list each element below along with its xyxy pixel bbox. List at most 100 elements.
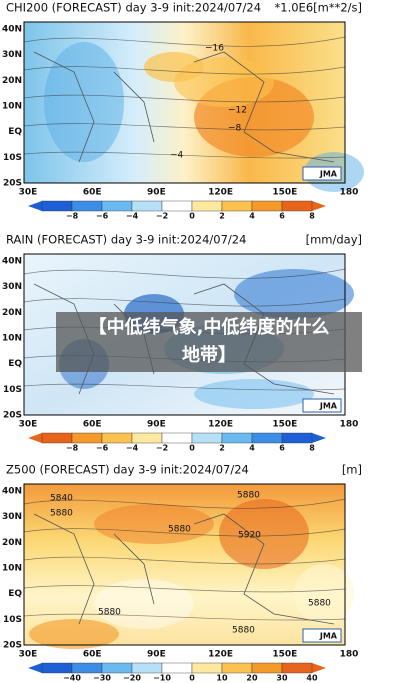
colorbar-cell (191, 200, 223, 212)
contour-label: −16 (205, 44, 224, 54)
contour-label: 5880 (168, 525, 191, 535)
lon-label: 150E (272, 420, 297, 430)
lon-label: 120E (208, 420, 233, 430)
colorbar-cell (71, 200, 103, 212)
colorbar-label: −8 (66, 444, 79, 453)
colorbar-cell (41, 662, 73, 674)
lat-label: 40N (2, 25, 22, 35)
colorbar-label: −10 (153, 674, 171, 683)
contour-label: 5880 (308, 599, 331, 609)
colorbar-cell (131, 200, 163, 212)
contour-label: 5880 (50, 509, 73, 519)
field-region (44, 42, 124, 162)
colorbar-label: 2 (219, 444, 225, 453)
map-frame (23, 483, 346, 646)
colorbar-cell (281, 432, 313, 444)
contour (23, 383, 346, 391)
field-region (294, 564, 354, 624)
caption-line: 【中低纬气象,中低纬度的什么 (89, 316, 330, 338)
logo: JMA (319, 170, 338, 179)
lat-label: 20N (2, 308, 22, 318)
lon-label: 150E (272, 650, 297, 660)
map-panel: CHI200 (FORECAST) day 3-9 init:2024/07/2… (2, 1, 364, 221)
colorbar-cell (191, 432, 223, 444)
colorbar-label: 6 (279, 212, 285, 221)
panel-title: Z500 (FORECAST) day 3-9 init:2024/07/24 (6, 463, 249, 477)
colorbar-label: 0 (189, 212, 195, 221)
lon-label: 180 (340, 420, 359, 430)
colorbar-label: 40 (306, 674, 318, 683)
panel-title: RAIN (FORECAST) day 3-9 init:2024/07/24 (6, 233, 246, 247)
lat-label: 10S (3, 385, 22, 395)
colorbar-label: 8 (309, 212, 315, 221)
colorbar-label: −6 (96, 212, 109, 221)
contour (23, 36, 346, 47)
contour (23, 613, 346, 621)
coastline (33, 513, 335, 625)
colorbar-arrow (312, 201, 326, 211)
colorbar-arrow (28, 663, 42, 673)
lat-label: 40N (2, 257, 22, 267)
lat-label: 40N (2, 487, 22, 497)
lon-label: 60E (83, 650, 102, 660)
lat-label: 20S (3, 411, 22, 421)
contour-label: −8 (228, 124, 242, 134)
logo: JMA (319, 632, 338, 641)
colorbar-arrow (28, 433, 42, 443)
colorbar-label: −2 (156, 212, 168, 221)
colorbar-cell (101, 200, 133, 212)
colorbar-cell (71, 662, 103, 674)
colorbar-cell (281, 662, 313, 674)
contour-label: 5840 (50, 494, 73, 504)
lon-label: 120E (208, 650, 233, 660)
colorbar-cell (71, 432, 103, 444)
field-region (234, 269, 354, 319)
colorbar-cell (41, 200, 73, 212)
colorbar-cell (131, 432, 163, 444)
colorbar-label: 20 (246, 674, 258, 683)
logo-box (302, 628, 342, 643)
colorbar-cell (221, 432, 253, 444)
lat-label: 10N (2, 102, 22, 112)
colorbar-label: −30 (93, 674, 111, 683)
panel-title: CHI200 (FORECAST) day 3-9 init:2024/07/2… (6, 1, 261, 15)
colorbar-cell (101, 432, 133, 444)
lat-label: 20N (2, 538, 22, 548)
contour-label: −4 (170, 151, 184, 161)
colorbar-cell (161, 662, 193, 674)
contour-label: 5920 (238, 531, 261, 541)
lat-label: 10S (3, 615, 22, 625)
lat-label: 20N (2, 76, 22, 86)
colorbar-cell (281, 200, 313, 212)
lat-label: 30N (2, 282, 22, 292)
logo: JMA (319, 402, 338, 411)
contour (23, 66, 346, 75)
colorbar-cell (101, 662, 133, 674)
colorbar-cell (131, 662, 163, 674)
lon-label: 90E (147, 188, 166, 198)
contour (23, 298, 346, 307)
lat-label: 30N (2, 50, 22, 60)
caption: 【中低纬气象,中低纬度的什么地带】 (89, 316, 330, 366)
panel-unit: [mm/day] (306, 233, 362, 247)
contour-label: 5880 (232, 626, 255, 636)
lon-label: 60E (83, 420, 102, 430)
lat-label: 30N (2, 512, 22, 522)
colorbar-label: −6 (96, 444, 109, 453)
lat-label: 10N (2, 564, 22, 574)
colorbar-label: −4 (126, 212, 139, 221)
colorbar-label: 0 (189, 444, 195, 453)
lat-label: EQ (8, 589, 22, 599)
lat-label: 20S (3, 179, 22, 189)
panel-unit: [m] (342, 463, 362, 477)
colorbar-label: −8 (66, 212, 79, 221)
contour-label: 5880 (98, 608, 121, 618)
panel-unit: *1.0E6[m**2/s] (275, 1, 362, 15)
lon-label: 180 (340, 650, 359, 660)
colorbar-label: −40 (63, 674, 81, 683)
colorbar-label: 6 (279, 444, 285, 453)
contour (23, 556, 346, 565)
colorbar-label: 4 (249, 212, 255, 221)
colorbar-label: 8 (309, 444, 315, 453)
contour (23, 94, 346, 103)
